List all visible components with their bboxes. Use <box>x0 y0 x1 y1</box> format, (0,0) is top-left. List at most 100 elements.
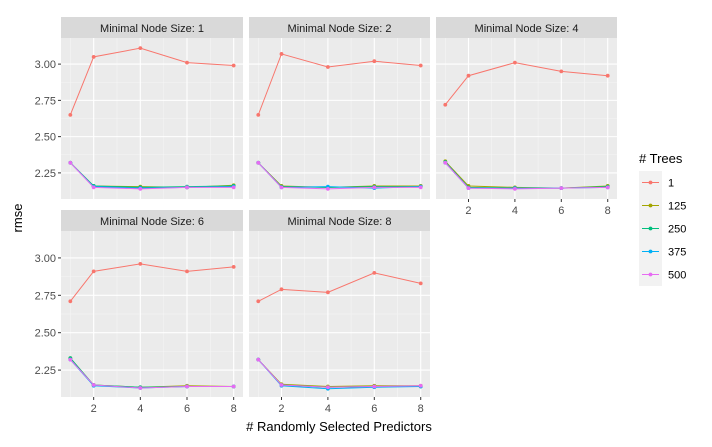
panel-1: Minimal Node Size: 1 <box>61 17 243 199</box>
series-1 <box>68 46 236 117</box>
data-point <box>512 186 517 191</box>
panel-title: Minimal Node Size: 1 <box>100 23 204 35</box>
data-point <box>256 160 261 165</box>
series-500 <box>68 160 236 191</box>
data-point <box>559 186 564 191</box>
data-point <box>418 281 423 286</box>
panel-3: Minimal Node Size: 4 <box>436 17 617 199</box>
legend-item-250: 250 <box>639 217 686 240</box>
data-point <box>325 65 330 69</box>
panel-title: Minimal Node Size: 2 <box>288 23 392 35</box>
data-point <box>559 69 564 74</box>
series-500 <box>256 160 423 191</box>
data-point <box>279 383 284 387</box>
data-point <box>372 59 377 64</box>
data-point <box>418 63 423 68</box>
data-point <box>185 384 189 389</box>
series-500 <box>256 357 423 390</box>
x-tick-label: 6 <box>371 403 377 415</box>
data-point <box>325 290 330 295</box>
panel-strip <box>436 17 617 38</box>
legend-point <box>648 249 653 254</box>
legend-label: 375 <box>668 247 686 259</box>
x-axis-title: # Randomly Selected Predictors <box>246 419 432 434</box>
data-point <box>605 73 610 78</box>
panel-strip <box>61 17 243 38</box>
legend-item-375: 375 <box>639 240 686 263</box>
legend-label: 125 <box>668 201 686 213</box>
legend: # Trees 1 125 250 375 500 <box>639 151 686 286</box>
series-500 <box>68 357 236 390</box>
data-point <box>138 262 143 266</box>
data-point <box>68 357 73 362</box>
data-point <box>231 185 236 190</box>
data-point <box>443 102 448 107</box>
y-tick-label: 3.00 <box>35 253 56 265</box>
series-1 <box>256 270 423 304</box>
x-tick-label: 6 <box>558 205 564 217</box>
data-point <box>138 46 143 51</box>
x-tick-label: 6 <box>184 403 190 415</box>
data-point <box>418 185 423 190</box>
data-point <box>256 299 261 304</box>
y-tick-label: 2.75 <box>35 290 56 302</box>
data-point <box>231 63 236 68</box>
data-point <box>256 112 261 117</box>
data-point <box>372 384 377 389</box>
data-point <box>512 60 517 65</box>
legend-point <box>648 272 653 277</box>
data-point <box>185 60 189 65</box>
data-point <box>279 185 284 190</box>
x-tick-label: 4 <box>325 403 331 415</box>
panel-strip <box>249 210 430 231</box>
y-axis-title: rmse <box>10 204 25 233</box>
legend-item-500: 500 <box>639 263 686 286</box>
legend-point <box>648 226 653 231</box>
data-point <box>91 383 96 387</box>
panel-title: Minimal Node Size: 8 <box>288 216 392 228</box>
data-point <box>279 52 284 56</box>
data-point <box>279 287 284 292</box>
data-point <box>138 386 143 390</box>
data-point <box>185 269 189 274</box>
data-point <box>91 54 96 59</box>
y-tick-label: 2.25 <box>35 365 56 377</box>
y-tick-label: 2.25 <box>35 168 56 180</box>
y-tick-label: 3.00 <box>35 59 56 71</box>
data-point <box>466 73 471 78</box>
legend-label: 250 <box>668 224 686 236</box>
data-point <box>68 112 73 117</box>
x-tick-label: 8 <box>231 403 237 415</box>
data-point <box>372 270 377 275</box>
data-point <box>466 186 471 191</box>
x-tick-label: 2 <box>465 205 471 217</box>
legend-title: # Trees <box>639 151 683 166</box>
x-tick-label: 4 <box>512 205 518 217</box>
data-point <box>325 186 330 191</box>
x-tick-label: 8 <box>605 205 611 217</box>
y-tick-label: 2.75 <box>35 95 56 107</box>
panels-layer: Minimal Node Size: 1 Minimal Node Size: 2… <box>61 17 617 397</box>
data-point <box>91 269 96 274</box>
y-tick-label: 2.50 <box>35 328 56 340</box>
panel-title: Minimal Node Size: 4 <box>475 23 579 35</box>
panel-strip <box>61 210 243 231</box>
legend-item-125: 125 <box>639 194 686 217</box>
legend-label: 1 <box>668 178 674 190</box>
x-tick-label: 2 <box>278 403 284 415</box>
legend-label: 500 <box>668 270 686 282</box>
data-point <box>91 185 96 190</box>
legend-items: 1 125 250 375 500 <box>639 171 686 286</box>
legend-point <box>648 203 653 208</box>
series-1 <box>68 262 236 304</box>
y-tick-label: 2.50 <box>35 132 56 144</box>
data-point <box>138 186 143 191</box>
series-500 <box>443 160 610 191</box>
panel-2: Minimal Node Size: 2 <box>249 17 430 199</box>
legend-point <box>648 180 653 185</box>
data-point <box>231 264 236 269</box>
legend-item-1: 1 <box>639 171 674 194</box>
panel-strip <box>249 17 430 38</box>
data-point <box>372 185 377 190</box>
